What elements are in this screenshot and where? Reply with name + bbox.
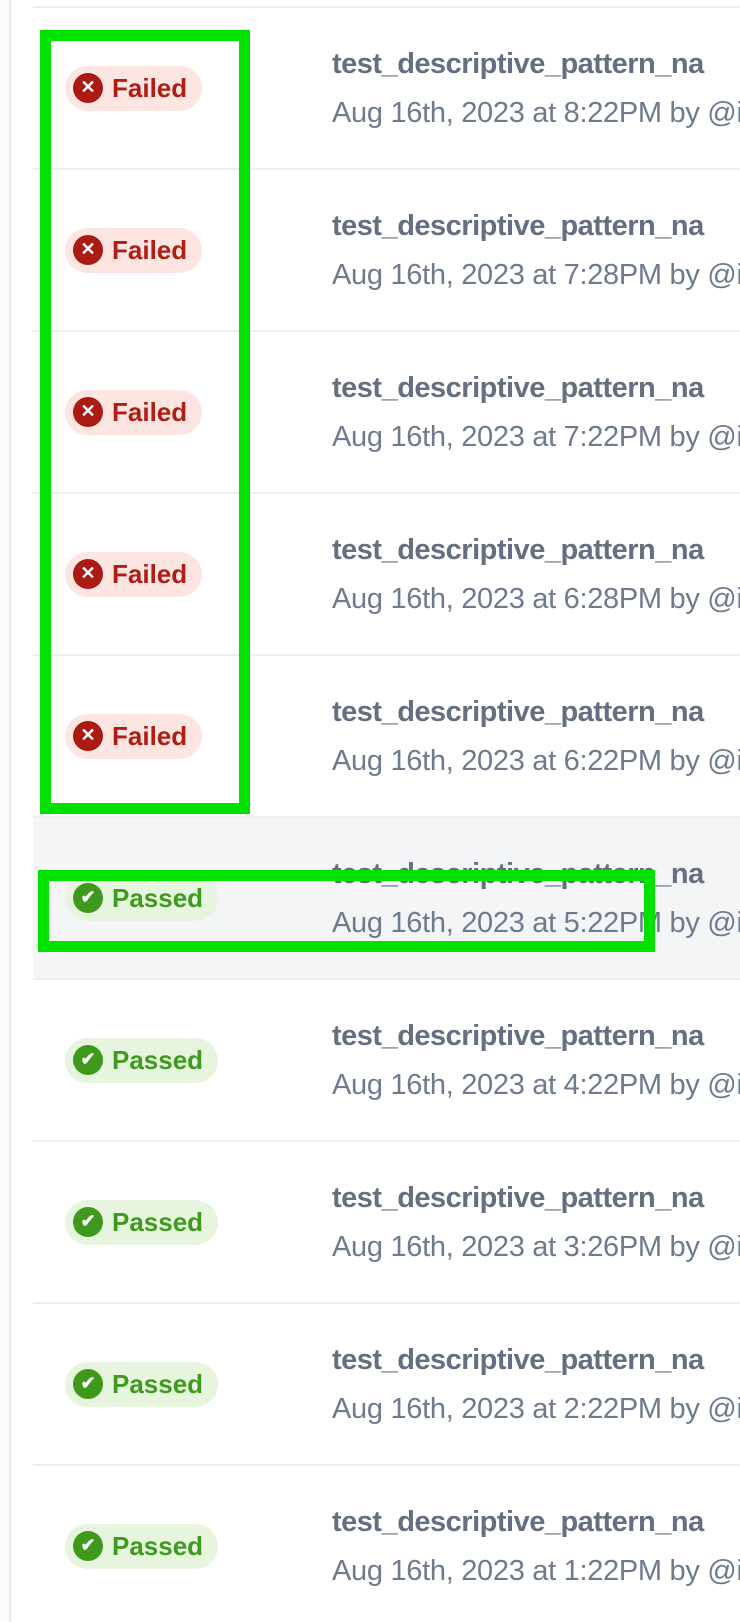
test-run-row[interactable]: ✕ Failed test_descriptive_pattern_na Aug… bbox=[33, 330, 740, 492]
status-column: ✕ Failed bbox=[33, 227, 332, 273]
test-name: test_descriptive_pattern_na bbox=[332, 209, 704, 242]
test-run-row[interactable]: ✕ Failed test_descriptive_pattern_na Aug… bbox=[33, 654, 740, 816]
x-circle-icon: ✕ bbox=[73, 721, 103, 751]
test-name: test_descriptive_pattern_na bbox=[332, 1019, 704, 1052]
test-name: test_descriptive_pattern_na bbox=[332, 1343, 704, 1376]
run-details: test_descriptive_pattern_na Aug 16th, 20… bbox=[332, 371, 740, 454]
run-details: test_descriptive_pattern_na Aug 16th, 20… bbox=[332, 857, 740, 940]
run-details: test_descriptive_pattern_na Aug 16th, 20… bbox=[332, 1343, 740, 1426]
run-timestamp: Aug 16th, 2023 at 2:22PM by @in bbox=[332, 1392, 740, 1425]
status-badge: ✕ Failed bbox=[65, 227, 203, 273]
panel-left-border bbox=[9, 0, 11, 1622]
check-circle-icon: ✔ bbox=[73, 883, 103, 913]
test-name: test_descriptive_pattern_na bbox=[332, 1505, 704, 1538]
status-badge-label: Passed bbox=[112, 1206, 204, 1237]
status-column: ✕ Failed bbox=[33, 551, 332, 597]
test-name: test_descriptive_pattern_na bbox=[332, 533, 704, 566]
x-circle-icon: ✕ bbox=[73, 559, 103, 589]
test-name: test_descriptive_pattern_na bbox=[332, 47, 704, 80]
status-column: ✔ Passed bbox=[33, 1523, 332, 1569]
test-run-row[interactable]: ✕ Failed test_descriptive_pattern_na Aug… bbox=[33, 492, 740, 654]
test-run-row[interactable]: ✔ Passed test_descriptive_pattern_na Aug… bbox=[33, 1464, 740, 1622]
x-circle-icon: ✕ bbox=[73, 397, 103, 427]
test-name: test_descriptive_pattern_na bbox=[332, 371, 704, 404]
run-details: test_descriptive_pattern_na Aug 16th, 20… bbox=[332, 533, 740, 616]
status-badge: ✔ Passed bbox=[65, 1361, 219, 1407]
run-details: test_descriptive_pattern_na Aug 16th, 20… bbox=[332, 1181, 740, 1264]
status-column: ✕ Failed bbox=[33, 65, 332, 111]
status-badge: ✔ Passed bbox=[65, 875, 219, 921]
status-column: ✔ Passed bbox=[33, 1361, 332, 1407]
x-circle-icon: ✕ bbox=[73, 235, 103, 265]
test-name: test_descriptive_pattern_na bbox=[332, 695, 704, 728]
status-badge: ✕ Failed bbox=[65, 389, 203, 435]
status-badge: ✕ Failed bbox=[65, 65, 203, 111]
check-circle-icon: ✔ bbox=[73, 1045, 103, 1075]
left-gutter bbox=[0, 0, 9, 1622]
status-badge-label: Passed bbox=[112, 1044, 204, 1075]
test-run-row[interactable]: ✔ Passed test_descriptive_pattern_na Aug… bbox=[33, 978, 740, 1140]
status-badge-label: Passed bbox=[112, 1368, 204, 1399]
run-details: test_descriptive_pattern_na Aug 16th, 20… bbox=[332, 695, 740, 778]
status-column: ✕ Failed bbox=[33, 389, 332, 435]
status-column: ✔ Passed bbox=[33, 1199, 332, 1245]
status-badge: ✕ Failed bbox=[65, 713, 203, 759]
status-badge: ✔ Passed bbox=[65, 1037, 219, 1083]
run-timestamp: Aug 16th, 2023 at 6:28PM by @in bbox=[332, 582, 740, 615]
test-run-list: ✕ Failed test_descriptive_pattern_na Aug… bbox=[33, 6, 740, 1622]
status-badge-label: Failed bbox=[112, 72, 188, 103]
run-details: test_descriptive_pattern_na Aug 16th, 20… bbox=[332, 1019, 740, 1102]
test-run-row[interactable]: ✕ Failed test_descriptive_pattern_na Aug… bbox=[33, 168, 740, 330]
test-run-row[interactable]: ✔ Passed test_descriptive_pattern_na Aug… bbox=[33, 1302, 740, 1464]
status-column: ✔ Passed bbox=[33, 1037, 332, 1083]
status-badge-label: Passed bbox=[112, 882, 204, 913]
status-badge: ✕ Failed bbox=[65, 551, 203, 597]
status-badge-label: Failed bbox=[112, 720, 188, 751]
x-circle-icon: ✕ bbox=[73, 73, 103, 103]
status-badge-label: Passed bbox=[112, 1530, 204, 1561]
check-circle-icon: ✔ bbox=[73, 1531, 103, 1561]
status-badge-label: Failed bbox=[112, 558, 188, 589]
status-badge: ✔ Passed bbox=[65, 1523, 219, 1569]
test-name: test_descriptive_pattern_na bbox=[332, 857, 704, 890]
run-timestamp: Aug 16th, 2023 at 6:22PM by @in bbox=[332, 744, 740, 777]
run-details: test_descriptive_pattern_na Aug 16th, 20… bbox=[332, 47, 740, 130]
run-timestamp: Aug 16th, 2023 at 5:22PM by @in bbox=[332, 906, 740, 939]
status-column: ✔ Passed bbox=[33, 875, 332, 921]
test-run-row[interactable]: ✕ Failed test_descriptive_pattern_na Aug… bbox=[33, 6, 740, 168]
status-badge-label: Failed bbox=[112, 396, 188, 427]
test-name: test_descriptive_pattern_na bbox=[332, 1181, 704, 1214]
run-timestamp: Aug 16th, 2023 at 7:22PM by @in bbox=[332, 420, 740, 453]
check-circle-icon: ✔ bbox=[73, 1369, 103, 1399]
run-details: test_descriptive_pattern_na Aug 16th, 20… bbox=[332, 209, 740, 292]
run-timestamp: Aug 16th, 2023 at 4:22PM by @in bbox=[332, 1068, 740, 1101]
run-timestamp: Aug 16th, 2023 at 7:28PM by @in bbox=[332, 258, 740, 291]
test-run-row[interactable]: ✔ Passed test_descriptive_pattern_na Aug… bbox=[33, 1140, 740, 1302]
test-run-row[interactable]: ✔ Passed test_descriptive_pattern_na Aug… bbox=[33, 816, 740, 978]
run-timestamp: Aug 16th, 2023 at 1:22PM by @ins bbox=[332, 1554, 740, 1587]
status-column: ✕ Failed bbox=[33, 713, 332, 759]
run-timestamp: Aug 16th, 2023 at 3:26PM by @in bbox=[332, 1230, 740, 1263]
run-details: test_descriptive_pattern_na Aug 16th, 20… bbox=[332, 1505, 740, 1588]
status-badge-label: Failed bbox=[112, 234, 188, 265]
check-circle-icon: ✔ bbox=[73, 1207, 103, 1237]
run-timestamp: Aug 16th, 2023 at 8:22PM by @in bbox=[332, 96, 740, 129]
status-badge: ✔ Passed bbox=[65, 1199, 219, 1245]
